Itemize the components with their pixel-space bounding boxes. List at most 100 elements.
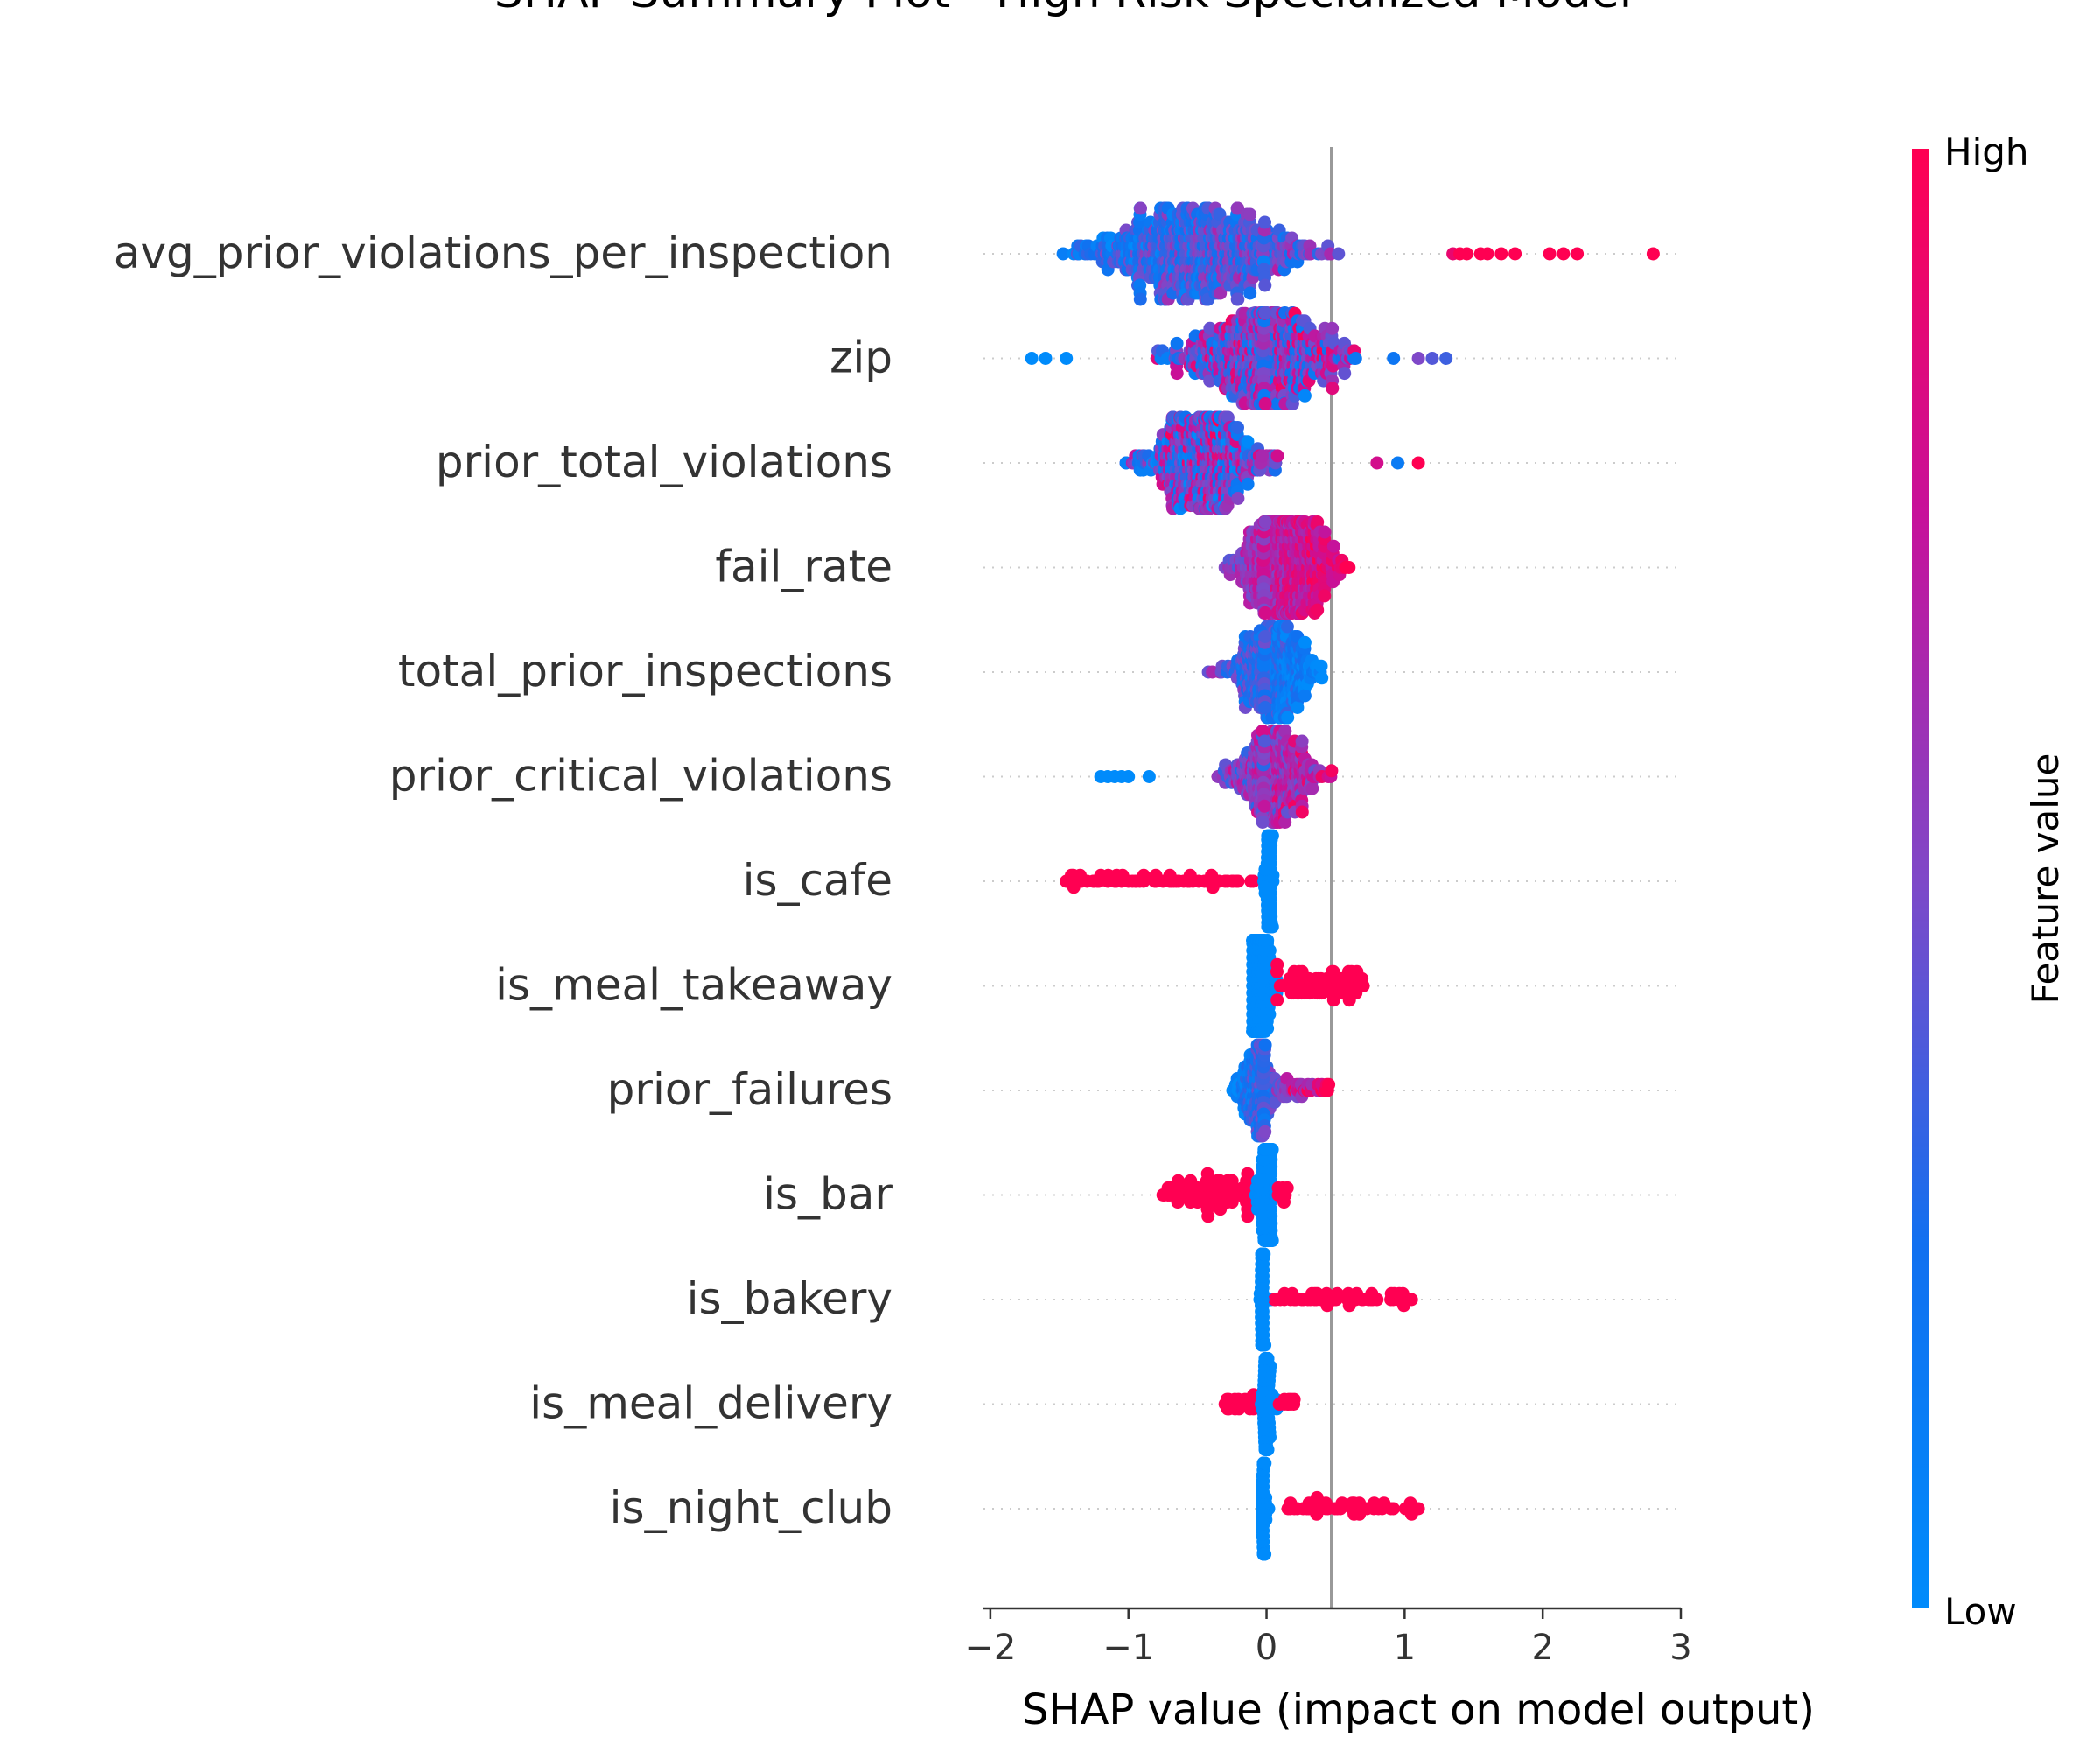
shap-point <box>1231 421 1244 434</box>
shap-point <box>1335 1496 1349 1510</box>
shap-point <box>1258 306 1272 319</box>
shap-point <box>1231 874 1245 888</box>
feature-label: is_night_club <box>610 1482 892 1533</box>
shap-point <box>1137 868 1151 882</box>
shap-point <box>1241 477 1255 491</box>
shap-point <box>1298 689 1312 703</box>
shap-point <box>1315 671 1329 685</box>
feature-label: is_bakery <box>687 1273 892 1324</box>
shap-point <box>1338 367 1352 381</box>
shap-point <box>1318 525 1332 539</box>
x-tick-label: −2 <box>964 1628 1016 1668</box>
shap-point <box>1348 352 1362 365</box>
shap-point <box>1291 701 1305 714</box>
shap-point <box>1258 1234 1272 1247</box>
shap-point <box>1241 435 1255 449</box>
feature-label: is_meal_takeaway <box>495 960 892 1011</box>
shap-point <box>1287 1392 1301 1406</box>
shap-point <box>1133 292 1147 306</box>
shap-point <box>1411 352 1425 365</box>
shap-point <box>1439 352 1453 365</box>
shap-point <box>1480 247 1494 261</box>
shap-point <box>1391 456 1404 470</box>
shap-point <box>1039 352 1053 365</box>
x-tick-label: 3 <box>1670 1628 1691 1668</box>
shap-point <box>1258 278 1272 292</box>
shap-point <box>1322 1077 1336 1091</box>
feature-label: prior_failures <box>607 1064 892 1115</box>
chart-title: SHAP Summary Plot - High Risk Specialize… <box>494 0 1632 18</box>
shap-point <box>1342 561 1356 574</box>
shap-point <box>1170 367 1184 381</box>
shap-point <box>1298 635 1312 649</box>
shap-point <box>1270 993 1284 1007</box>
feature-label: fail_rate <box>715 542 892 592</box>
shap-point <box>1258 1038 1272 1052</box>
shap-point <box>1543 247 1557 261</box>
shap-point <box>1325 764 1339 778</box>
shap-point <box>1203 321 1217 335</box>
shap-point <box>1201 1209 1215 1223</box>
shap-point <box>1258 215 1271 229</box>
shap-point <box>1295 734 1309 748</box>
shap-point <box>1246 874 1260 888</box>
shap-point <box>1231 201 1245 215</box>
shap-point <box>1258 630 1272 643</box>
shap-point <box>1270 449 1284 463</box>
shap-point <box>1280 1181 1294 1195</box>
shap-point <box>1256 725 1270 738</box>
shap-point <box>1411 1502 1425 1516</box>
feature-label: is_meal_delivery <box>529 1378 892 1429</box>
x-tick-label: 2 <box>1531 1628 1553 1668</box>
colorbar-low-label: Low <box>1944 1590 2017 1633</box>
feature-label: is_bar <box>763 1169 892 1220</box>
shap-point <box>1280 620 1294 634</box>
shap-point <box>1387 1502 1400 1516</box>
shap-point <box>1326 382 1340 396</box>
x-axis-ticks: −2 −1 0 1 2 3 <box>964 1608 1692 1668</box>
shap-point <box>1170 336 1184 350</box>
shap-point <box>1122 770 1136 783</box>
x-tick-label: 0 <box>1256 1628 1278 1668</box>
shap-point <box>1221 410 1235 424</box>
shap-point <box>1494 247 1508 261</box>
shap-point <box>1404 1293 1418 1307</box>
shap-point <box>1571 247 1585 261</box>
shap-point <box>1243 286 1257 300</box>
feature-label: prior_total_violations <box>436 437 892 487</box>
shap-point <box>1258 934 1272 947</box>
shap-point <box>1258 606 1272 620</box>
shap-point <box>1311 515 1325 529</box>
shap-point <box>1258 701 1272 714</box>
x-axis-label: SHAP value (impact on model output) <box>1022 1685 1815 1734</box>
shap-point <box>1330 1286 1344 1300</box>
feature-label: total_prior_inspections <box>398 646 892 697</box>
shap-point <box>1557 247 1571 261</box>
shap-point <box>1256 449 1270 463</box>
shap-point <box>1256 816 1270 829</box>
shap-point <box>1332 247 1346 261</box>
colorbar-gradient <box>1912 149 1929 1608</box>
shap-point <box>1278 816 1292 829</box>
shap-point <box>1025 352 1039 365</box>
shap-point <box>1142 770 1156 783</box>
shap-point <box>1270 957 1284 971</box>
shap-point <box>1265 920 1279 934</box>
shap-point <box>1646 247 1660 261</box>
x-axis: −2 −1 0 1 2 3 SHAP value (impact on model out… <box>964 1607 1815 1734</box>
shap-point <box>1258 863 1272 876</box>
shap-point <box>1258 1338 1272 1352</box>
shap-point <box>1258 1547 1272 1561</box>
colorbar-high-label: High <box>1944 130 2029 173</box>
shap-point <box>1258 1443 1272 1456</box>
shap-point <box>1295 805 1309 819</box>
x-tick-label: −1 <box>1102 1628 1154 1668</box>
feature-label: avg_prior_violations_per_inspection <box>114 228 892 278</box>
shap-point <box>1326 539 1340 553</box>
shap-point <box>1298 389 1312 403</box>
shap-point <box>1231 492 1245 505</box>
colorbar: High Low Feature value <box>1912 130 2067 1633</box>
shap-point <box>1370 456 1384 470</box>
shap-point <box>1056 247 1070 261</box>
shap-point <box>1265 829 1279 843</box>
